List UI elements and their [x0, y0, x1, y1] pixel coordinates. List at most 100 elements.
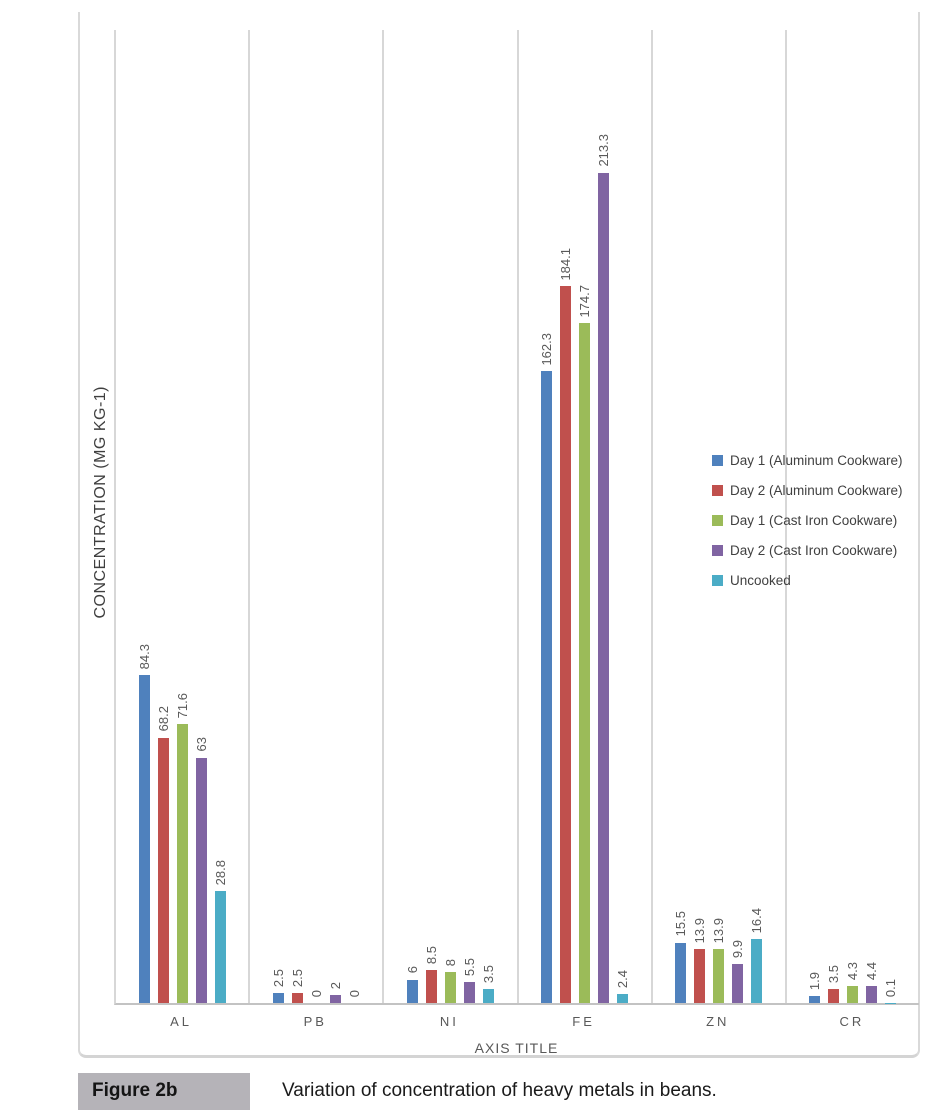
bar — [195, 757, 207, 1003]
bar-group-item: 0 — [346, 30, 362, 1003]
legend-item: Day 1 (Aluminum Cookware) — [712, 445, 903, 475]
bar-value-label: 13.9 — [692, 917, 708, 943]
bar-value-label: 15.5 — [673, 911, 689, 937]
bar — [809, 995, 821, 1003]
bar-value-label: 8.5 — [423, 945, 439, 964]
legend-swatch-icon — [712, 454, 723, 466]
figure-caption-text: Variation of concentration of heavy meta… — [282, 1080, 717, 1101]
x-axis-title: AXIS TITLE — [474, 1040, 559, 1056]
bar-group-item: 13.9 — [711, 30, 726, 1003]
chart-frame: CONCENTRATION (MG KG-1) 84.3 68.2 71.6 63 28… — [78, 12, 920, 1058]
bar — [214, 890, 226, 1003]
bar-value-label: 71.6 — [174, 693, 190, 719]
bar — [541, 371, 553, 1003]
bar — [406, 979, 418, 1003]
bar-value-label: 9.9 — [730, 940, 746, 959]
bar-value-label: 4.3 — [845, 962, 861, 981]
bar-group-item: 0.1 — [883, 30, 899, 1003]
bar-value-label: 2 — [327, 981, 343, 990]
category-band-pb: 2.5 2.5 0 2 0 — [250, 30, 385, 1003]
bar — [482, 989, 494, 1003]
bar-group-item: 2.5 — [270, 30, 286, 1003]
bar-group-item: 162.3 — [539, 30, 554, 1003]
category-label: CR — [839, 1014, 865, 1029]
bar-group-item: 15.5 — [673, 30, 689, 1003]
bar — [138, 674, 150, 1003]
bar-group-item: 2 — [327, 30, 343, 1003]
bar-group-item: 3.5 — [480, 30, 496, 1003]
category-axis: AL PB NI FE ZN CR — [114, 1014, 919, 1036]
bar — [866, 985, 878, 1003]
legend-swatch-icon — [712, 544, 723, 556]
bar-group-item: 3.5 — [826, 30, 842, 1003]
legend-label: Day 2 (Aluminum Cookware) — [730, 482, 903, 498]
bar-value-label: 8 — [442, 958, 458, 966]
legend-swatch-icon — [712, 484, 723, 496]
bar-value-label: 84.3 — [136, 643, 152, 669]
legend-swatch-icon — [712, 574, 723, 586]
bar-group-item: 63 — [194, 30, 209, 1003]
category-band-cr: 1.9 3.5 4.3 4.4 0.1 — [787, 30, 919, 1003]
legend-item: Day 1 (Cast Iron Cookware) — [712, 505, 903, 535]
legend-item: Day 2 (Cast Iron Cookware) — [712, 535, 903, 565]
bar — [157, 737, 169, 1003]
bar — [694, 948, 706, 1003]
bar-value-label: 3.5 — [826, 965, 842, 984]
bar — [675, 942, 687, 1003]
bar-group-item: 2.5 — [289, 30, 305, 1003]
plot-area: 84.3 68.2 71.6 63 28.8 2.5 2.5 0 2 0 6 8.5 8 5.5 3.5 16… — [114, 30, 919, 1005]
bar-group-item: 16.4 — [749, 30, 765, 1003]
bar — [463, 981, 475, 1003]
bar-value-label: 68.2 — [155, 706, 171, 732]
bar-value-label: 6 — [404, 966, 420, 974]
bar — [732, 964, 744, 1003]
legend-label: Day 1 (Cast Iron Cookware) — [730, 512, 898, 528]
bar-value-label: 2.4 — [615, 969, 631, 988]
bar-group-item: 174.7 — [577, 30, 592, 1003]
bar — [291, 993, 303, 1003]
bar-value-label: 3.5 — [480, 965, 496, 984]
bar-group-item: 6 — [404, 30, 420, 1003]
category-band-fe: 162.3 184.1 174.7 213.3 2.4 — [519, 30, 653, 1003]
bar-group-item: 184.1 — [558, 30, 574, 1003]
legend-label: Uncooked — [730, 572, 791, 588]
category-label: ZN — [706, 1014, 730, 1029]
bar-value-label: 1.9 — [807, 971, 823, 990]
figure-caption: Figure 2b Variation of concentration of … — [78, 1072, 918, 1110]
bar-group-item: 8 — [442, 30, 458, 1003]
category-band-al: 84.3 68.2 71.6 63 28.8 — [116, 30, 251, 1003]
bar — [579, 323, 591, 1003]
legend-label: Day 1 (Aluminum Cookware) — [730, 452, 903, 468]
bar-group-item: 13.9 — [692, 30, 708, 1003]
bar-value-label: 0.1 — [883, 978, 899, 997]
legend-item: Uncooked — [712, 565, 903, 595]
bar — [444, 971, 456, 1003]
bar-group-item: 0 — [308, 30, 324, 1003]
legend: Day 1 (Aluminum Cookware) Day 2 (Aluminum… — [712, 445, 903, 595]
bar-value-label: 28.8 — [212, 859, 228, 885]
bar-value-label: 0 — [308, 989, 324, 997]
bar-group-item: 1.9 — [807, 30, 823, 1003]
bar-value-label: 184.1 — [558, 247, 574, 281]
bar-value-label: 16.4 — [749, 907, 765, 934]
y-axis-title-wrap: CONCENTRATION (MG KG-1) — [88, 12, 114, 992]
bar-group-item: 213.3 — [596, 30, 611, 1003]
figure-label-badge: Figure 2b — [78, 1072, 250, 1110]
bar-group-item: 4.3 — [845, 30, 861, 1003]
bar-value-label: 0 — [346, 989, 362, 997]
category-label: PB — [303, 1014, 327, 1029]
bar-group-item: 71.6 — [174, 30, 190, 1003]
bar — [828, 989, 840, 1003]
bar — [751, 939, 763, 1003]
bar-group-item: 9.9 — [730, 30, 746, 1003]
category-band-ni: 6 8.5 8 5.5 3.5 — [384, 30, 519, 1003]
bar-value-label: 2.5 — [270, 969, 286, 988]
bar-group-item: 68.2 — [155, 30, 171, 1003]
bar-value-label: 2.5 — [289, 969, 305, 988]
bar-group-item: 8.5 — [423, 30, 439, 1003]
bar — [847, 986, 859, 1003]
bar — [617, 993, 629, 1003]
legend-label: Day 2 (Cast Iron Cookware) — [730, 542, 898, 558]
bar-group-item: 5.5 — [462, 30, 477, 1003]
y-axis-title: CONCENTRATION (MG KG-1) — [92, 385, 109, 619]
